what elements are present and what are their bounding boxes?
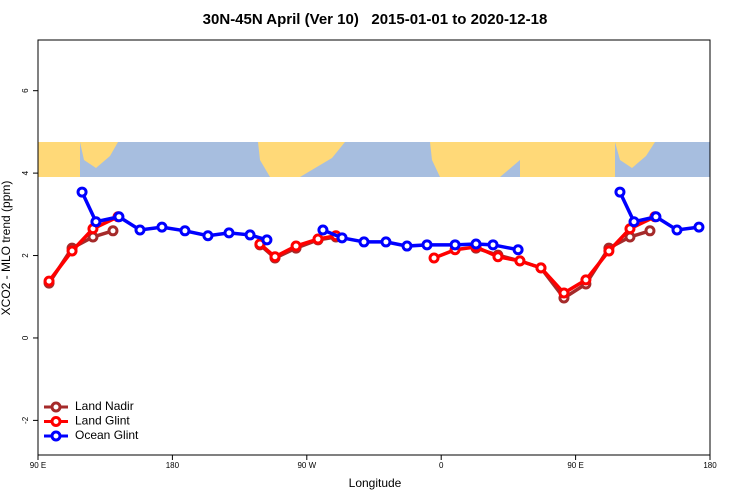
- data-point: [134, 224, 146, 236]
- legend-label: Ocean Glint: [75, 428, 139, 442]
- map-land: [258, 142, 345, 177]
- y-tick-label: 6: [21, 88, 30, 93]
- data-point: [614, 186, 626, 198]
- data-point: [487, 239, 499, 251]
- data-point: [644, 225, 656, 237]
- data-point: [380, 236, 392, 248]
- data-point: [603, 245, 615, 257]
- data-point: [514, 255, 526, 267]
- data-point: [470, 238, 482, 250]
- map-land: [38, 142, 80, 177]
- series-line: [47, 229, 114, 285]
- data-point: [336, 232, 348, 244]
- map-land: [520, 142, 615, 177]
- series-line: [47, 215, 119, 283]
- data-point: [558, 287, 570, 299]
- legend-label: Land Nadir: [75, 399, 134, 413]
- x-tick-label: 90 W: [297, 461, 316, 470]
- data-point: [66, 245, 78, 257]
- data-point: [401, 240, 413, 252]
- data-point: [628, 216, 640, 228]
- data-point: [492, 251, 504, 263]
- data-point: [107, 225, 119, 237]
- y-tick-label: 0: [21, 335, 30, 340]
- data-point: [312, 233, 324, 245]
- y-tick-label: 4: [21, 170, 30, 175]
- series: [76, 186, 705, 256]
- data-point: [43, 275, 55, 287]
- world-map-strip: [38, 142, 710, 177]
- data-point: [76, 186, 88, 198]
- legend-label: Land Glint: [75, 414, 130, 428]
- data-point: [449, 239, 461, 251]
- data-point: [269, 251, 281, 263]
- x-axis-label: Longitude: [349, 476, 402, 490]
- data-point: [113, 211, 125, 223]
- series-line: [433, 215, 656, 296]
- data-point: [223, 227, 235, 239]
- data-point: [693, 221, 705, 233]
- data-point: [421, 239, 433, 251]
- y-tick-label: 2: [21, 253, 30, 258]
- data-point: [202, 230, 214, 242]
- data-point: [244, 229, 256, 241]
- map-land: [615, 142, 655, 168]
- legend-marker: [50, 401, 62, 413]
- chart-title: 30N-45N April (Ver 10) 2015-01-01 to 202…: [203, 11, 548, 28]
- legend-marker: [50, 430, 62, 442]
- data-point: [90, 216, 102, 228]
- legend-marker: [50, 416, 62, 427]
- x-tick-label: 180: [703, 461, 717, 470]
- data-point: [290, 240, 302, 252]
- data-point: [671, 224, 683, 236]
- x-tick-label: 180: [166, 461, 180, 470]
- plot-frame: [37, 39, 711, 456]
- data-point: [179, 225, 191, 237]
- x-tick-label: 0: [439, 461, 444, 470]
- x-tick-label: 90 E: [30, 461, 46, 470]
- data-point: [317, 224, 329, 236]
- data-point: [358, 236, 370, 248]
- y-axis-label: XCO2 - MLO trend (ppm): [0, 181, 13, 316]
- series-line: [322, 228, 519, 252]
- map-land: [430, 142, 530, 177]
- y-tick-label: -2: [21, 416, 30, 424]
- data-point: [512, 244, 524, 256]
- data-point: [428, 252, 440, 264]
- data-point: [156, 221, 168, 233]
- data-point: [535, 262, 547, 274]
- data-point: [650, 211, 662, 223]
- map-land: [80, 142, 118, 168]
- series-line: [80, 191, 268, 242]
- x-tick-label: 90 E: [567, 461, 583, 470]
- data-point: [580, 274, 592, 286]
- data-point: [261, 234, 273, 246]
